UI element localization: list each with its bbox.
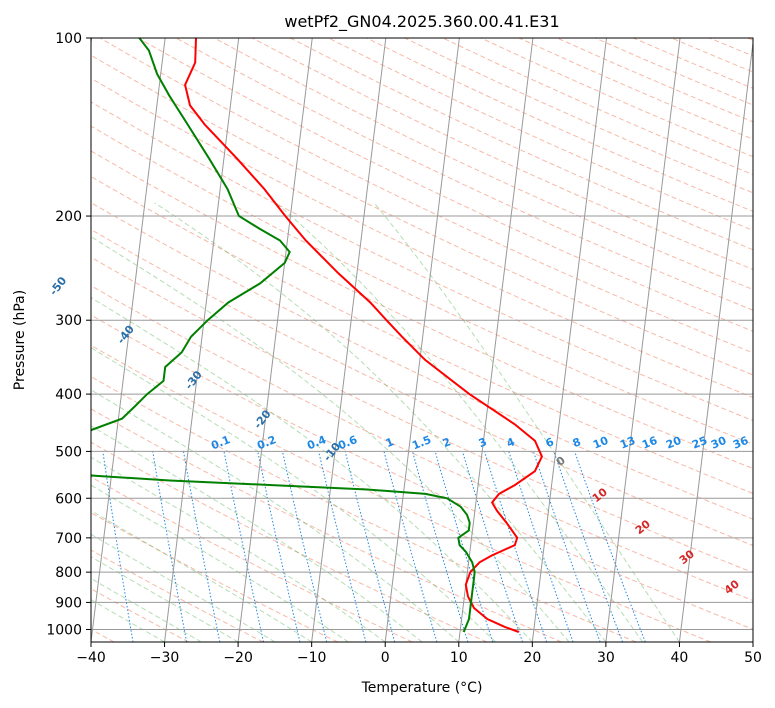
mixing-ratio-line [318, 451, 367, 642]
dry-adiabat-line [91, 408, 562, 642]
y-tick-label: 600 [55, 491, 82, 507]
mixing-ratio-label: 30 [709, 434, 728, 452]
x-tick-label: 30 [597, 650, 615, 666]
mixing-ratio-line [257, 451, 301, 642]
moist-adiabat-line [154, 202, 607, 642]
mixing-ratio-label: 25 [690, 434, 709, 452]
x-axis-label: Temperature (°C) [361, 680, 483, 696]
moist-adiabat-line [91, 533, 276, 642]
mixing-ratio-line [532, 451, 601, 642]
dewpoint-profile [91, 38, 476, 633]
dry-adiabat-line [137, 38, 753, 332]
isotherm-line [458, 38, 534, 642]
mixing-ratio-line [462, 451, 523, 642]
mixing-ratio-line [508, 451, 574, 642]
isotherm-line [91, 38, 166, 642]
dry-adiabat-line [175, 38, 753, 311]
dry-adiabat-line [91, 202, 753, 520]
mixing-ratio-line [223, 451, 264, 642]
mixing-ratio-label: 13 [618, 434, 637, 452]
isotherm-line [531, 38, 607, 642]
y-tick-label: 300 [55, 313, 82, 329]
isotherm-line [384, 38, 460, 642]
mixing-ratio-label: 8 [571, 435, 583, 450]
dry-adiabat-line [91, 441, 488, 642]
temperature-profile [184, 38, 544, 633]
isotherm-line [678, 38, 753, 642]
mixing-ratio-line [553, 451, 624, 642]
moist-adiabat-line [91, 347, 496, 642]
y-tick-label: 1000 [46, 622, 82, 638]
mixing-ratio-label: 20 [664, 434, 683, 452]
y-tick-label: 200 [55, 209, 82, 225]
mixing-ratio-label: 1 [384, 435, 396, 450]
y-axis-label: Pressure (hPa) [12, 290, 28, 390]
x-tick-label: 20 [523, 650, 541, 666]
mixing-ratio-line [282, 451, 328, 642]
mixing-ratio-line [412, 451, 469, 642]
mixing-ratio-line [344, 451, 396, 642]
dry-adiabat-line [91, 175, 753, 495]
y-tick-label: 400 [55, 387, 82, 403]
x-tick-label: −40 [76, 650, 106, 666]
y-tick-label: 700 [55, 531, 82, 547]
dry-adiabat-line [91, 125, 753, 445]
moist-adiabat-line [91, 599, 165, 642]
x-tick-label: −30 [150, 650, 180, 666]
mixing-ratio-label: 10 [591, 434, 610, 452]
data-layer [91, 38, 544, 633]
dry-adiabat-line [91, 150, 753, 470]
dry-adiabat-line [91, 476, 413, 642]
x-tick-label: 50 [744, 650, 762, 666]
dry-adiabat-line [91, 314, 753, 630]
y-tick-label: 500 [55, 444, 82, 460]
y-tick-label: 900 [55, 595, 82, 611]
plot-frame [90, 37, 754, 643]
grid-layer [91, 38, 753, 642]
moist-adiabat-line [91, 456, 386, 642]
moist-adiabat-line [275, 202, 644, 642]
mixing-ratio-label: 36 [731, 434, 750, 452]
isotherm-line [311, 38, 387, 642]
y-tick-label: 100 [55, 31, 82, 47]
isotherm-line [164, 38, 240, 642]
x-tick-label: 40 [671, 650, 689, 666]
dry-adiabat-line [91, 549, 264, 642]
mixing-ratio-line [574, 451, 646, 642]
isotherm-line [237, 38, 313, 642]
moist-adiabat-line [91, 484, 349, 642]
dry-adiabat-line [91, 588, 189, 642]
dry-adiabat-line [99, 38, 753, 354]
dry-adiabat-line [91, 376, 637, 642]
moist-adiabat-line [91, 389, 460, 642]
mixing-ratio-label: 2 [441, 435, 453, 450]
isotherm-line [605, 38, 681, 642]
dry-adiabat-line [213, 38, 753, 291]
chart-title: wetPf2_GN04.2025.360.00.41.E31 [284, 12, 559, 32]
moist-adiabat-line [91, 577, 202, 642]
moist-adiabat-line [91, 556, 239, 642]
x-tick-label: −10 [297, 650, 327, 666]
moist-adiabat-line [91, 296, 533, 642]
x-tick-label: −20 [223, 650, 253, 666]
mixing-ratio-line [383, 451, 438, 642]
axes-layer: −40 −30 −20 −10 0 10 20 30 40 50 100 200 300 400 500 60… [46, 31, 762, 666]
mixing-ratio-label: 16 [640, 434, 659, 452]
y-tick-label: 800 [55, 565, 82, 581]
dry-adiabat-line [91, 229, 753, 547]
x-tick-label: 0 [381, 650, 390, 666]
x-tick-label: 10 [450, 650, 468, 666]
dry-adiabat-line [91, 285, 753, 602]
moist-adiabat-line [373, 202, 680, 642]
mixing-ratio-label: 3 [477, 435, 489, 450]
